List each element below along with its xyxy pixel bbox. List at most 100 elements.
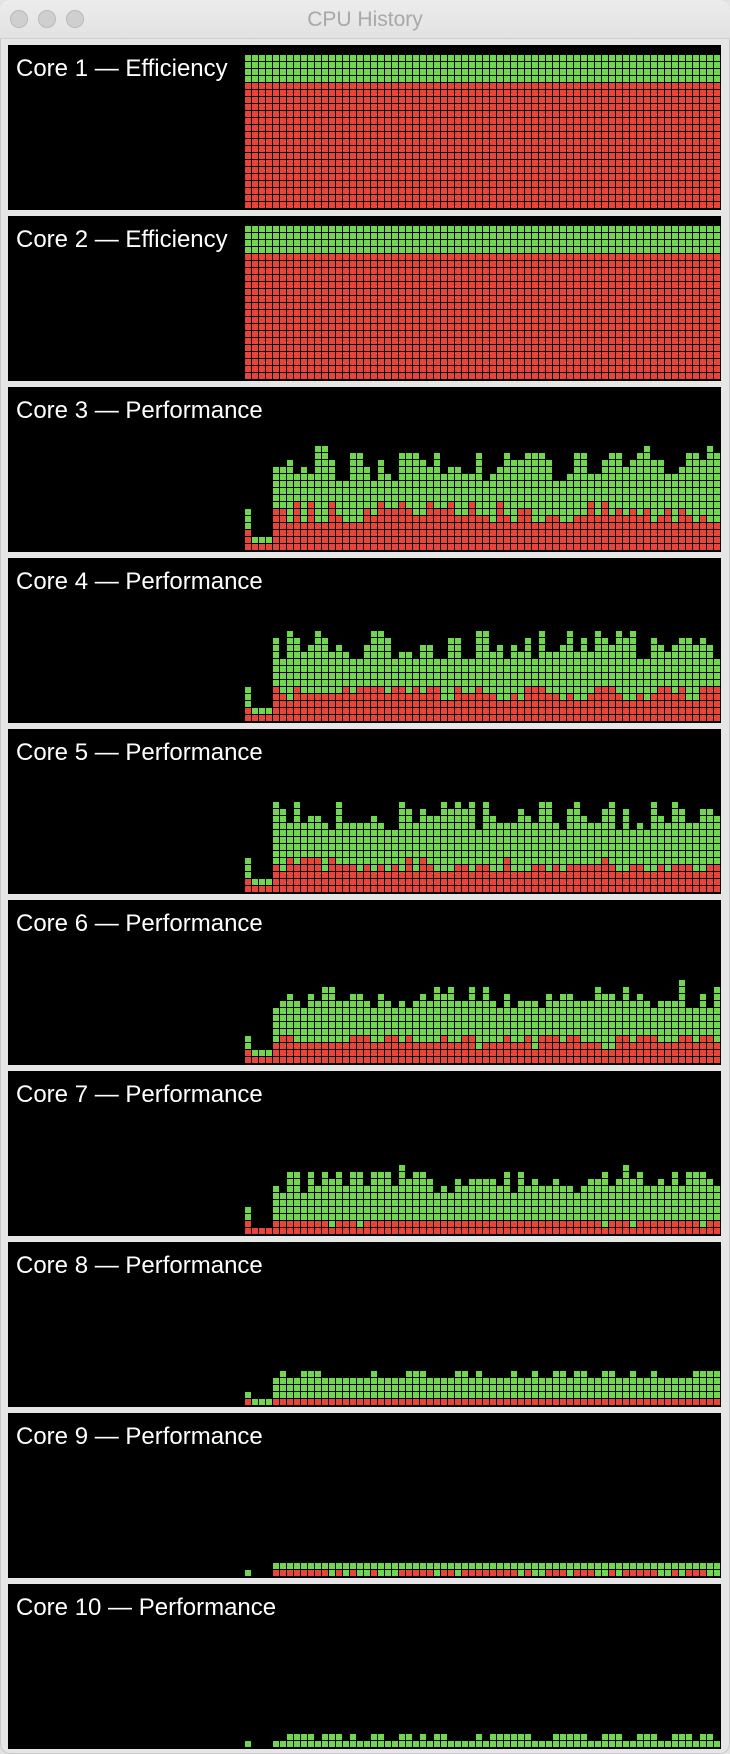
system-load-cell <box>588 310 594 316</box>
system-load-cell <box>504 195 510 201</box>
system-load-cell <box>392 366 398 372</box>
system-load-cell <box>581 188 587 194</box>
system-load-cell <box>434 261 440 267</box>
system-load-cell <box>602 324 608 330</box>
system-load-cell <box>455 879 461 885</box>
system-load-cell <box>574 97 580 103</box>
system-load-cell <box>476 352 482 358</box>
system-load-cell <box>462 715 468 721</box>
user-load-cell <box>364 69 370 75</box>
system-load-cell <box>378 345 384 351</box>
system-load-cell <box>672 701 678 707</box>
system-load-cell <box>252 83 258 89</box>
system-load-cell <box>399 282 405 288</box>
system-load-cell <box>455 523 461 529</box>
user-load-cell <box>413 62 419 68</box>
system-load-cell <box>420 139 426 145</box>
system-load-cell <box>497 160 503 166</box>
system-load-cell <box>301 366 307 372</box>
user-load-cell <box>399 495 405 501</box>
system-load-cell <box>448 202 454 208</box>
system-load-cell <box>553 188 559 194</box>
system-load-cell <box>413 139 419 145</box>
user-load-cell <box>665 247 671 253</box>
user-load-cell <box>672 233 678 239</box>
system-load-cell <box>427 338 433 344</box>
system-load-cell <box>364 188 370 194</box>
user-load-cell <box>287 69 293 75</box>
system-load-cell <box>280 188 286 194</box>
user-load-cell <box>553 659 559 665</box>
system-load-cell <box>280 146 286 152</box>
system-load-cell <box>245 345 251 351</box>
system-load-cell <box>693 153 699 159</box>
user-load-cell <box>553 666 559 672</box>
user-load-cell <box>616 631 622 637</box>
system-load-cell <box>322 537 328 543</box>
user-load-cell <box>532 823 538 829</box>
user-load-cell <box>672 516 678 522</box>
user-load-cell <box>504 830 510 836</box>
user-load-cell <box>441 851 447 857</box>
system-load-cell <box>658 694 664 700</box>
user-load-cell <box>469 809 475 815</box>
user-load-cell <box>658 240 664 246</box>
user-load-cell <box>553 673 559 679</box>
system-load-cell <box>714 132 720 138</box>
user-load-cell <box>560 240 566 246</box>
user-load-cell <box>525 659 531 665</box>
system-load-cell <box>609 324 615 330</box>
minimize-window-button[interactable] <box>38 10 56 28</box>
user-load-cell <box>308 481 314 487</box>
close-window-button[interactable] <box>10 10 28 28</box>
system-load-cell <box>532 146 538 152</box>
system-load-cell <box>462 303 468 309</box>
system-load-cell <box>700 195 706 201</box>
zoom-window-button[interactable] <box>66 10 84 28</box>
system-load-cell <box>693 90 699 96</box>
system-load-cell <box>497 139 503 145</box>
user-load-cell <box>630 62 636 68</box>
title-bar[interactable]: CPU History <box>0 0 730 39</box>
system-load-cell <box>553 872 559 878</box>
system-load-cell <box>483 317 489 323</box>
system-load-cell <box>301 303 307 309</box>
system-load-cell <box>644 139 650 145</box>
system-load-cell <box>427 139 433 145</box>
user-load-cell <box>637 502 643 508</box>
user-load-cell <box>567 638 573 644</box>
system-load-cell <box>693 195 699 201</box>
system-load-cell <box>637 516 643 522</box>
user-load-cell <box>462 837 468 843</box>
user-load-cell <box>504 680 510 686</box>
user-load-cell <box>322 823 328 829</box>
system-load-cell <box>287 104 293 110</box>
system-load-cell <box>602 254 608 260</box>
system-load-cell <box>378 694 384 700</box>
system-load-cell <box>252 97 258 103</box>
user-load-cell <box>287 680 293 686</box>
system-load-cell <box>665 366 671 372</box>
system-load-cell <box>287 359 293 365</box>
system-load-cell <box>266 90 272 96</box>
system-load-cell <box>308 886 314 892</box>
user-load-cell <box>679 645 685 651</box>
system-load-cell <box>343 181 349 187</box>
system-load-cell <box>560 111 566 117</box>
system-load-cell <box>420 523 426 529</box>
user-load-cell <box>245 69 251 75</box>
system-load-cell <box>294 359 300 365</box>
core-3-label: Core 3 — Performance <box>16 397 263 424</box>
system-load-cell <box>714 708 720 714</box>
user-load-cell <box>462 481 468 487</box>
user-load-cell <box>434 481 440 487</box>
system-load-cell <box>308 202 314 208</box>
user-load-cell <box>623 247 629 253</box>
system-load-cell <box>616 345 622 351</box>
user-load-cell <box>693 687 699 693</box>
user-load-cell <box>567 488 573 494</box>
system-load-cell <box>301 90 307 96</box>
system-load-cell <box>560 708 566 714</box>
user-load-cell <box>539 638 545 644</box>
system-load-cell <box>553 345 559 351</box>
